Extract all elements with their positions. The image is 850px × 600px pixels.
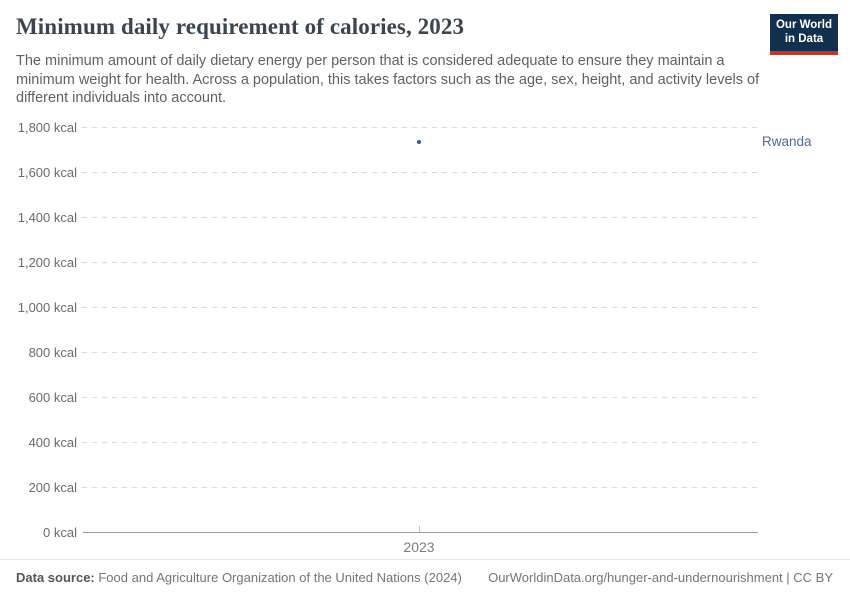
y-axis-tick-label: 1,400 kcal xyxy=(17,210,77,225)
chart-subtitle: The minimum amount of daily dietary ener… xyxy=(16,53,760,106)
horizontal-gridline xyxy=(82,352,758,353)
y-axis-tick-label: 1,800 kcal xyxy=(17,120,77,135)
horizontal-gridline xyxy=(82,487,758,488)
x-axis-tick-label: 2023 xyxy=(403,539,435,555)
data-source: Data source: Food and Agriculture Organi… xyxy=(16,570,462,600)
horizontal-gridline xyxy=(82,262,758,263)
y-axis-tick-label: 400 kcal xyxy=(28,435,77,450)
owid-logo[interactable]: Our World in Data xyxy=(770,14,838,55)
y-axis-tick-label: 200 kcal xyxy=(28,480,77,495)
entity-label-rwanda[interactable]: Rwanda xyxy=(762,133,812,149)
license-link[interactable]: OurWorldinData.org/hunger-and-undernouri… xyxy=(488,570,833,585)
y-axis-tick-label: 1,200 kcal xyxy=(17,255,77,270)
x-axis-line xyxy=(83,532,758,533)
y-axis-tick-label: 1,600 kcal xyxy=(17,165,77,180)
data-source-label: Data source: xyxy=(16,570,95,585)
logo-line2: in Data xyxy=(784,33,824,45)
y-axis-tick-label: 600 kcal xyxy=(28,390,77,405)
logo-line1: Our World xyxy=(775,19,832,31)
data-source-text: Food and Agriculture Organization of the… xyxy=(94,570,462,585)
horizontal-gridline xyxy=(82,397,758,398)
chart-title: Minimum daily requirement of calories, 2… xyxy=(16,14,465,39)
horizontal-gridline xyxy=(82,217,758,218)
horizontal-gridline xyxy=(82,442,758,443)
y-axis-tick-label: 0 kcal xyxy=(43,525,77,540)
horizontal-gridline xyxy=(82,172,758,173)
y-axis-tick-label: 800 kcal xyxy=(28,345,77,360)
chart-footer: Data source: Food and Agriculture Organi… xyxy=(0,559,850,600)
x-axis-tick xyxy=(419,526,420,532)
horizontal-gridline xyxy=(82,127,758,128)
y-axis-tick-label: 1,000 kcal xyxy=(17,300,77,315)
horizontal-gridline xyxy=(82,307,758,308)
data-point-rwanda[interactable] xyxy=(417,139,421,144)
